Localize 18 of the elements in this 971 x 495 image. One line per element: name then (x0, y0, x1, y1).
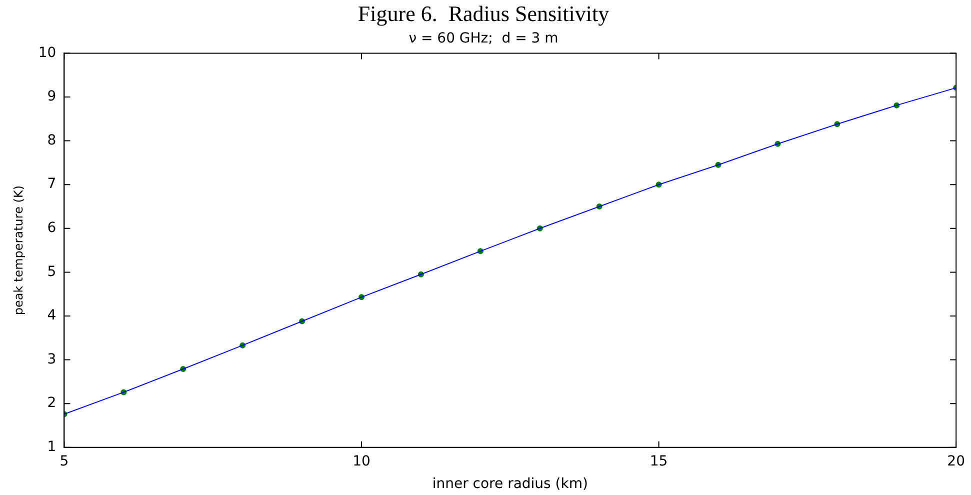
y-tick-label: 9 (47, 88, 56, 105)
chart-title: Figure 6. Radius Sensitivity (358, 0, 610, 26)
x-tick-label: 15 (650, 453, 668, 470)
y-tick-label: 5 (47, 264, 56, 280)
y-tick-label: 10 (38, 44, 56, 61)
x-tick-label: 5 (60, 453, 69, 470)
x-tick-label: 10 (352, 453, 370, 470)
chart-subtitle: ν = 60 GHz; d = 3 m (408, 30, 558, 46)
y-tick-label: 4 (47, 308, 56, 324)
y-tick-label: 2 (47, 395, 56, 412)
y-tick-label: 6 (47, 220, 56, 236)
y-tick-label: 7 (47, 176, 56, 192)
x-axis-title: inner core radius (km) (432, 476, 588, 492)
y-axis-title: peak temperature (K) (11, 186, 26, 316)
y-tick-label: 8 (47, 132, 56, 148)
y-tick-label: 3 (47, 351, 56, 368)
x-tick-label: 20 (947, 453, 966, 470)
y-tick-label: 1 (47, 439, 56, 456)
